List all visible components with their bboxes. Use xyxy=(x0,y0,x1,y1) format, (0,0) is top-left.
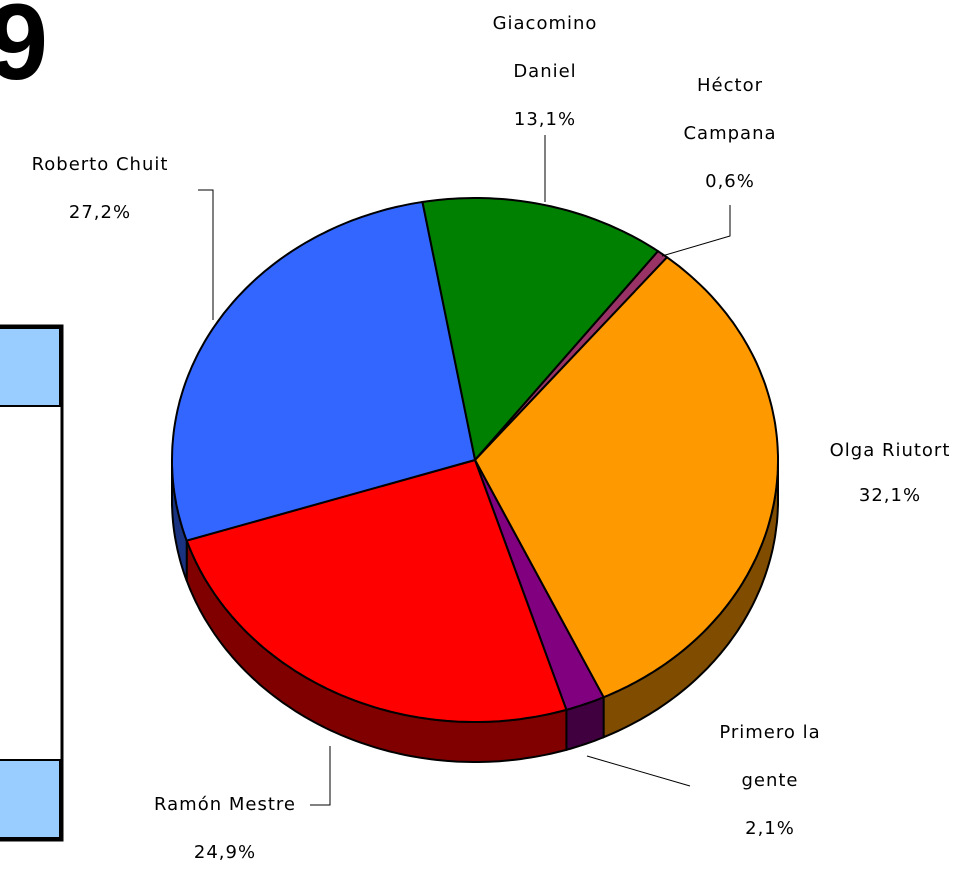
slice xyxy=(421,197,660,463)
slice-label: Héctor Campana xyxy=(683,75,777,144)
panel-band xyxy=(0,327,61,407)
side-panel xyxy=(0,324,64,842)
slice-label: Giacomino Daniel xyxy=(492,13,598,82)
slice-label: Primero la gente xyxy=(719,722,821,791)
slice xyxy=(473,255,779,699)
slice-value-label: 24,9% xyxy=(193,842,257,863)
slice-value-label: 13,1% xyxy=(513,109,577,130)
slice-label: Roberto Chuit xyxy=(31,154,169,175)
slice-value-label: 27,2% xyxy=(68,202,132,223)
slice-value-label: 2,1% xyxy=(745,818,795,839)
slice xyxy=(474,459,606,712)
panel-band xyxy=(0,759,61,839)
leader-line xyxy=(586,755,691,787)
leader-line xyxy=(198,189,214,320)
heading: 9 xyxy=(0,0,49,102)
leader-line xyxy=(661,205,731,257)
slice xyxy=(185,458,568,723)
slice-value-label: 32,1% xyxy=(858,485,922,506)
slice-label: Olga Riutort xyxy=(829,440,951,461)
leader-line xyxy=(310,746,331,806)
slice-label: Ramón Mestre xyxy=(154,794,296,815)
slice-value-label: 0,6% xyxy=(705,171,755,192)
slice xyxy=(171,200,477,542)
